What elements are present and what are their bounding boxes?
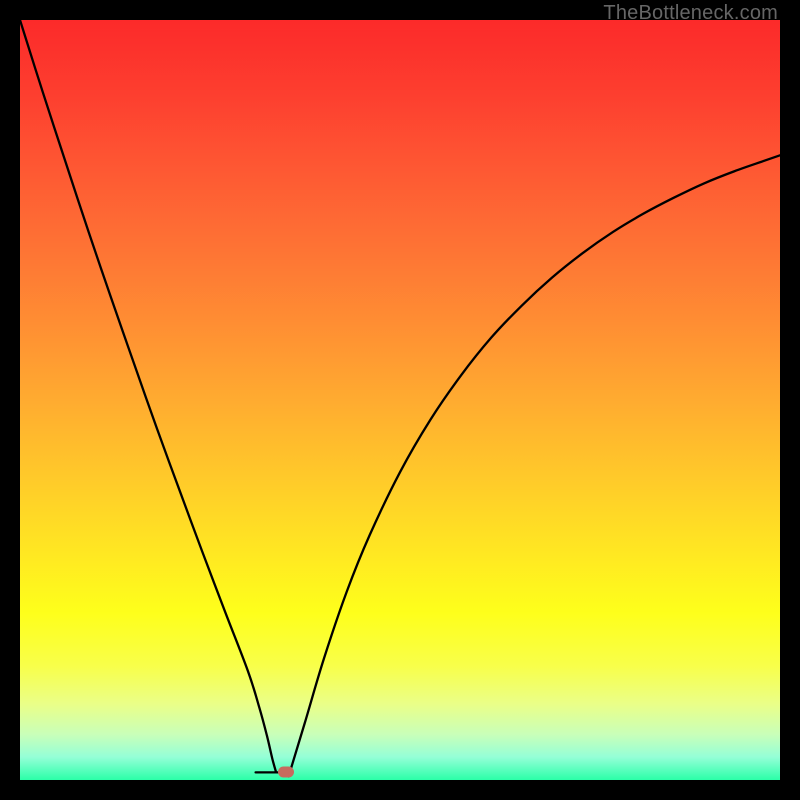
bottleneck-curve xyxy=(20,20,780,776)
plot-area xyxy=(20,20,780,780)
curve-layer xyxy=(20,20,780,780)
minimum-marker xyxy=(278,767,294,778)
watermark-label: TheBottleneck.com xyxy=(603,2,778,25)
chart-frame: TheBottleneck.com xyxy=(0,0,800,800)
